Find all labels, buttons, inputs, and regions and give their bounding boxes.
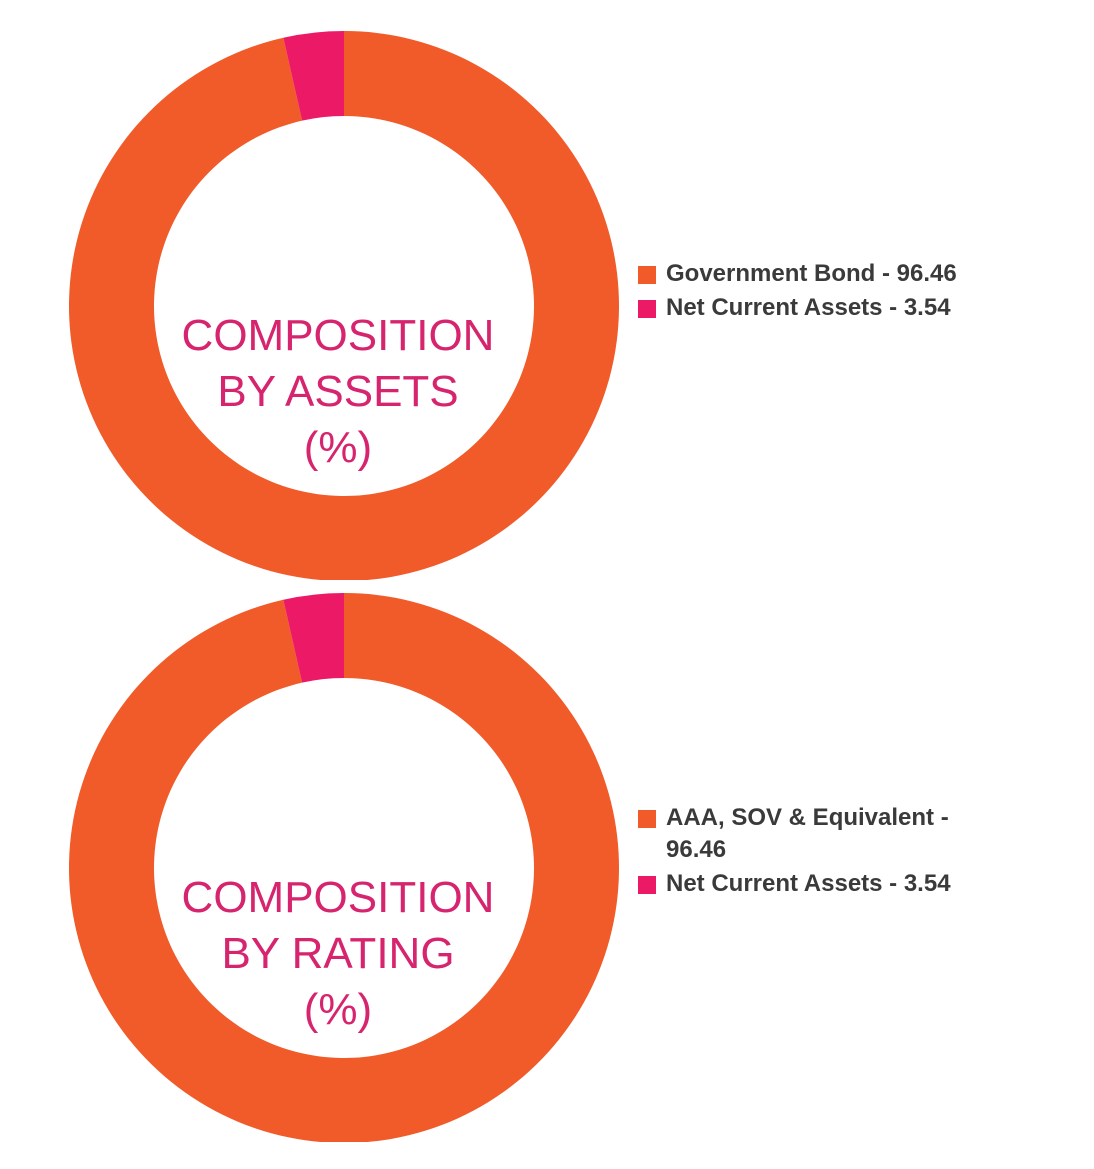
legend-label: AAA, SOV & Equivalent - 96.46 (666, 804, 949, 863)
chart-title-line: (%) (303, 985, 373, 1034)
chart-title-line: (%) (303, 423, 373, 472)
legend-item: Net Current Assets - 3.54 (638, 868, 1038, 900)
chart-title-line: BY RATING (221, 929, 455, 978)
chart-title-line: COMPOSITION (181, 311, 495, 360)
donut-chart-rating (69, 593, 619, 1142)
donut-slice-1 (283, 31, 344, 121)
legend-label: Government Bond - 96.46 (666, 260, 957, 287)
composition-by-rating-chart: COMPOSITION BY RATING (%) AAA, SOV & Equ… (0, 580, 1094, 1142)
legend-label: Net Current Assets - 3.54 (666, 870, 951, 897)
donut-chart-assets (69, 31, 619, 580)
legend-item: Net Current Assets - 3.54 (638, 292, 1038, 324)
legend-swatch (638, 810, 656, 828)
donut-slice-0 (69, 31, 619, 580)
legend-swatch (638, 266, 656, 284)
donut-slice-0 (69, 593, 619, 1142)
chart-title: COMPOSITION BY RATING (%) (168, 870, 508, 1038)
legend-swatch (638, 876, 656, 894)
chart-title-line: BY ASSETS (217, 367, 459, 416)
legend-swatch (638, 300, 656, 318)
legend-item: Government Bond - 96.46 (638, 258, 1038, 290)
donut-slice-1 (283, 593, 344, 683)
legend-label: Net Current Assets - 3.54 (666, 294, 951, 321)
composition-by-assets-chart: COMPOSITION BY ASSETS (%) Government Bon… (0, 18, 1094, 580)
legend-item: AAA, SOV & Equivalent - 96.46 (638, 802, 1038, 866)
legend: AAA, SOV & Equivalent - 96.46 Net Curren… (638, 802, 1038, 902)
chart-title-line: COMPOSITION (181, 873, 495, 922)
legend: Government Bond - 96.46 Net Current Asse… (638, 258, 1038, 326)
chart-title: COMPOSITION BY ASSETS (%) (168, 308, 508, 476)
